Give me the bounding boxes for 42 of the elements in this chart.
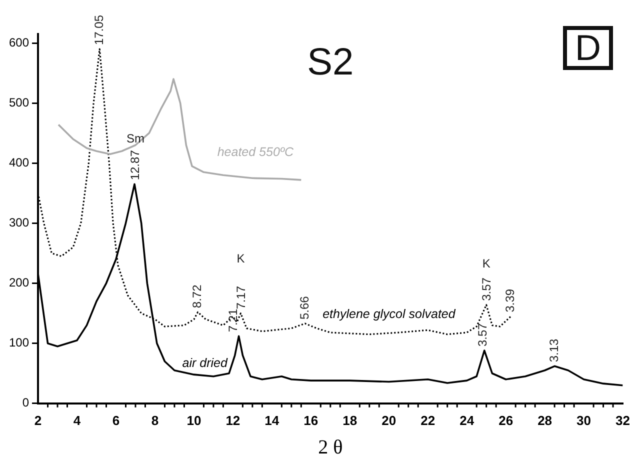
series-label: ethylene glycol solvated bbox=[322, 306, 456, 321]
x-tick-label: 2 bbox=[34, 412, 42, 428]
x-tick-label: 6 bbox=[112, 412, 120, 428]
annotation: 8.72 bbox=[190, 284, 204, 308]
x-tick-label: 8 bbox=[151, 412, 159, 428]
annotation: 3.57 bbox=[480, 277, 494, 301]
x-tick-label: 14 bbox=[264, 412, 280, 428]
annotation: 3.57 bbox=[476, 322, 490, 347]
x-tick-label: 30 bbox=[576, 412, 592, 428]
annotation: 3.39 bbox=[503, 288, 518, 312]
annotation: 12.87 bbox=[128, 150, 142, 180]
y-tick-label: 0 bbox=[22, 396, 30, 410]
x-tick-label: 28 bbox=[538, 412, 552, 428]
x-tick-label: 4 bbox=[73, 412, 82, 428]
x-tick-label: 26 bbox=[498, 412, 514, 428]
chart-title: S2 bbox=[307, 42, 354, 84]
x-tick-label: 12 bbox=[226, 412, 240, 428]
y-tick-label: 300 bbox=[8, 216, 30, 230]
y-tick-label: 400 bbox=[8, 155, 30, 170]
annotation: D bbox=[563, 26, 613, 70]
x-axis-title: 2 θ bbox=[318, 436, 343, 458]
x-tick-label: 16 bbox=[304, 412, 318, 428]
x-tick-label: 32 bbox=[616, 412, 630, 428]
annotation: 5.66 bbox=[297, 296, 312, 320]
series-label: air dried bbox=[182, 356, 228, 370]
y-tick-label: 500 bbox=[8, 95, 30, 110]
annotation: Sm bbox=[126, 131, 144, 146]
annotation: K bbox=[482, 256, 490, 270]
annotation: K bbox=[236, 252, 245, 266]
x-tick-label: 18 bbox=[342, 412, 358, 428]
annotation: 17.05 bbox=[92, 14, 106, 46]
y-tick-label: 100 bbox=[8, 336, 30, 350]
series-label: heated 550ºC bbox=[217, 144, 294, 159]
y-tick-label: 200 bbox=[8, 276, 30, 290]
x-tick-label: 20 bbox=[382, 412, 396, 428]
x-tick-label: 10 bbox=[186, 412, 202, 428]
annotation: 7.17 bbox=[234, 286, 248, 310]
x-tick-label: 22 bbox=[420, 412, 436, 428]
annotation: 3.13 bbox=[546, 338, 561, 362]
annotation: 7.21 bbox=[226, 308, 240, 332]
x-tick-label: 24 bbox=[460, 412, 475, 428]
y-tick-label: 600 bbox=[8, 35, 30, 50]
